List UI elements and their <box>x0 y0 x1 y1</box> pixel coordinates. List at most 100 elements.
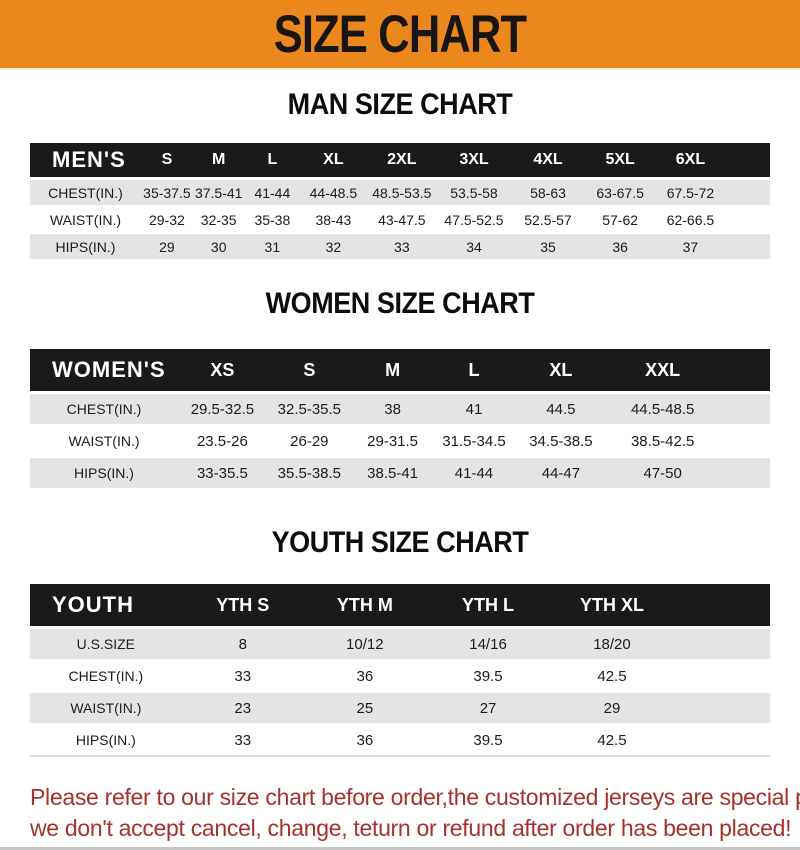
spacer-cell <box>718 392 770 426</box>
size-value: 37.5-41 <box>192 178 245 207</box>
size-value: 35 <box>510 233 585 261</box>
size-value: 32.5-35.5 <box>266 392 352 426</box>
men-size-table: MEN'S S M L XL 2XL 3XL 4XL 5XL 6XL CHEST(IN.) 35-37… <box>30 143 770 261</box>
size-value: 47.5-52.5 <box>436 206 511 234</box>
size-value: 23 <box>181 692 304 725</box>
size-column-header: 4XL <box>510 143 585 180</box>
size-value: 38.5-42.5 <box>607 425 719 458</box>
size-value: 44.5-48.5 <box>607 392 719 426</box>
size-column-header: 2XL <box>366 143 437 180</box>
size-value: 36 <box>303 724 426 757</box>
size-value: 31.5-34.5 <box>433 425 515 458</box>
size-column-header: XS <box>178 349 267 394</box>
table-corner-label: YOUTH <box>30 584 182 629</box>
spacer-cell <box>725 178 770 207</box>
table-corner-label: MEN'S <box>30 143 141 180</box>
size-value: 18/20 <box>550 627 674 661</box>
measurement-row: CHEST(IN.) 29.5-32.5 32.5-35.5 38 41 44.5 44.5… <box>30 392 770 426</box>
size-value: 34.5-38.5 <box>514 425 608 458</box>
measurement-label: HIPS(IN.) <box>30 233 141 261</box>
banner: SIZE CHART <box>0 0 800 70</box>
size-value: 63-67.5 <box>584 178 656 207</box>
measurement-row: HIPS(IN.) 33-35.5 35.5-38.5 38.5-41 41-44 44-… <box>30 457 770 490</box>
man-section-title: MAN SIZE CHART <box>287 88 513 121</box>
size-value: 41 <box>433 392 515 426</box>
size-value: 29-31.5 <box>351 425 434 458</box>
size-value: 39.5 <box>425 724 551 757</box>
size-value: 32-35 <box>192 206 245 234</box>
man-size-chart-section: MAN SIZE CHART MEN'S S M L XL 2XL 3XL 4XL 5XL 6XL… <box>0 88 800 261</box>
size-value: 42.5 <box>550 724 674 757</box>
measurement-label: CHEST(IN.) <box>30 660 182 693</box>
measurement-row: WAIST(IN.) 29-32 32-35 35-38 38-43 43-47.5 47.… <box>30 206 770 234</box>
notice-line-1: Please refer to our size chart before or… <box>30 784 800 810</box>
women-section-title: WOMEN SIZE CHART <box>265 287 535 320</box>
measurement-label: CHEST(IN.) <box>30 392 178 426</box>
size-value: 38-43 <box>300 206 367 234</box>
notice-line-2: we don't accept cancel, change, teturn o… <box>30 815 792 841</box>
spacer-cell <box>673 724 770 757</box>
size-column-header: XXL <box>607 349 719 394</box>
order-notice: Please refer to our size chart before or… <box>0 782 800 844</box>
size-value: 26-29 <box>266 425 352 458</box>
spacer-cell <box>718 425 770 458</box>
size-value: 31 <box>244 233 301 261</box>
spacer-cell <box>673 660 770 693</box>
size-column-header: XL <box>300 143 367 180</box>
page-title: SIZE CHART <box>273 4 527 64</box>
size-value: 48.5-53.5 <box>366 178 437 207</box>
size-value: 36 <box>303 660 426 693</box>
size-value: 35-37.5 <box>141 178 193 207</box>
women-size-table: WOMEN'S XS S M L XL XXL CHEST(IN.) 29.5-32.5 32.5… <box>30 349 770 490</box>
measurement-label: HIPS(IN.) <box>30 457 178 490</box>
size-column-header: S <box>266 349 352 394</box>
size-column-header: M <box>351 349 434 394</box>
size-value: 29 <box>550 692 674 725</box>
measurement-label: HIPS(IN.) <box>30 724 182 757</box>
size-column-header: 5XL <box>584 143 656 180</box>
size-value: 27 <box>425 692 551 725</box>
measurement-row: CHEST(IN.) 33 36 39.5 42.5 <box>30 660 770 693</box>
measurement-label: WAIST(IN.) <box>30 692 182 725</box>
size-value: 57-62 <box>584 206 656 234</box>
size-column-header: L <box>244 143 301 180</box>
spacer-cell <box>718 457 770 490</box>
size-table-header-row: WOMEN'S XS S M L XL XXL <box>30 349 770 394</box>
size-value: 42.5 <box>550 660 674 693</box>
size-value: 44.5 <box>514 392 608 426</box>
measurement-label: WAIST(IN.) <box>30 425 178 458</box>
size-value: 30 <box>192 233 245 261</box>
measurement-label: CHEST(IN.) <box>30 178 141 207</box>
measurement-row: WAIST(IN.) 23.5-26 26-29 29-31.5 31.5-34.5 34… <box>30 425 770 458</box>
size-value: 35.5-38.5 <box>266 457 352 490</box>
measurement-label: WAIST(IN.) <box>30 206 141 234</box>
spacer-cell <box>725 233 770 261</box>
spacer-cell <box>673 692 770 725</box>
size-table-header-row: YOUTH YTH S YTH M YTH L YTH XL <box>30 584 770 629</box>
size-value: 33 <box>181 724 304 757</box>
size-value: 39.5 <box>425 660 551 693</box>
size-column-header: L <box>433 349 515 394</box>
youth-size-table: YOUTH YTH S YTH M YTH L YTH XL U.S.SIZE 8 10/12… <box>30 584 770 757</box>
size-value: 53.5-58 <box>436 178 511 207</box>
size-value: 47-50 <box>607 457 719 490</box>
size-value: 32 <box>300 233 367 261</box>
size-value: 44-47 <box>514 457 608 490</box>
size-value: 29.5-32.5 <box>178 392 267 426</box>
measurement-row: HIPS(IN.) 33 36 39.5 42.5 <box>30 724 770 757</box>
youth-size-chart-section: YOUTH SIZE CHART YOUTH YTH S YTH M YTH L YTH… <box>0 526 800 757</box>
size-value: 8 <box>181 627 304 661</box>
table-corner-label: WOMEN'S <box>30 349 178 394</box>
size-table-header-row: MEN'S S M L XL 2XL 3XL 4XL 5XL 6XL <box>30 143 770 180</box>
size-value: 44-48.5 <box>300 178 367 207</box>
size-value: 33 <box>181 660 304 693</box>
size-value: 41-44 <box>433 457 515 490</box>
spacer-cell <box>718 349 770 394</box>
spacer-cell <box>673 584 770 629</box>
size-value: 58-63 <box>510 178 585 207</box>
size-value: 37 <box>655 233 726 261</box>
size-value: 43-47.5 <box>366 206 437 234</box>
size-value: 67.5-72 <box>655 178 726 207</box>
size-value: 33 <box>366 233 437 261</box>
